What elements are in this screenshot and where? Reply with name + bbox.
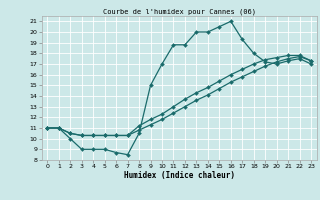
X-axis label: Humidex (Indice chaleur): Humidex (Indice chaleur) [124,171,235,180]
Title: Courbe de l'humidex pour Cannes (06): Courbe de l'humidex pour Cannes (06) [103,8,256,15]
